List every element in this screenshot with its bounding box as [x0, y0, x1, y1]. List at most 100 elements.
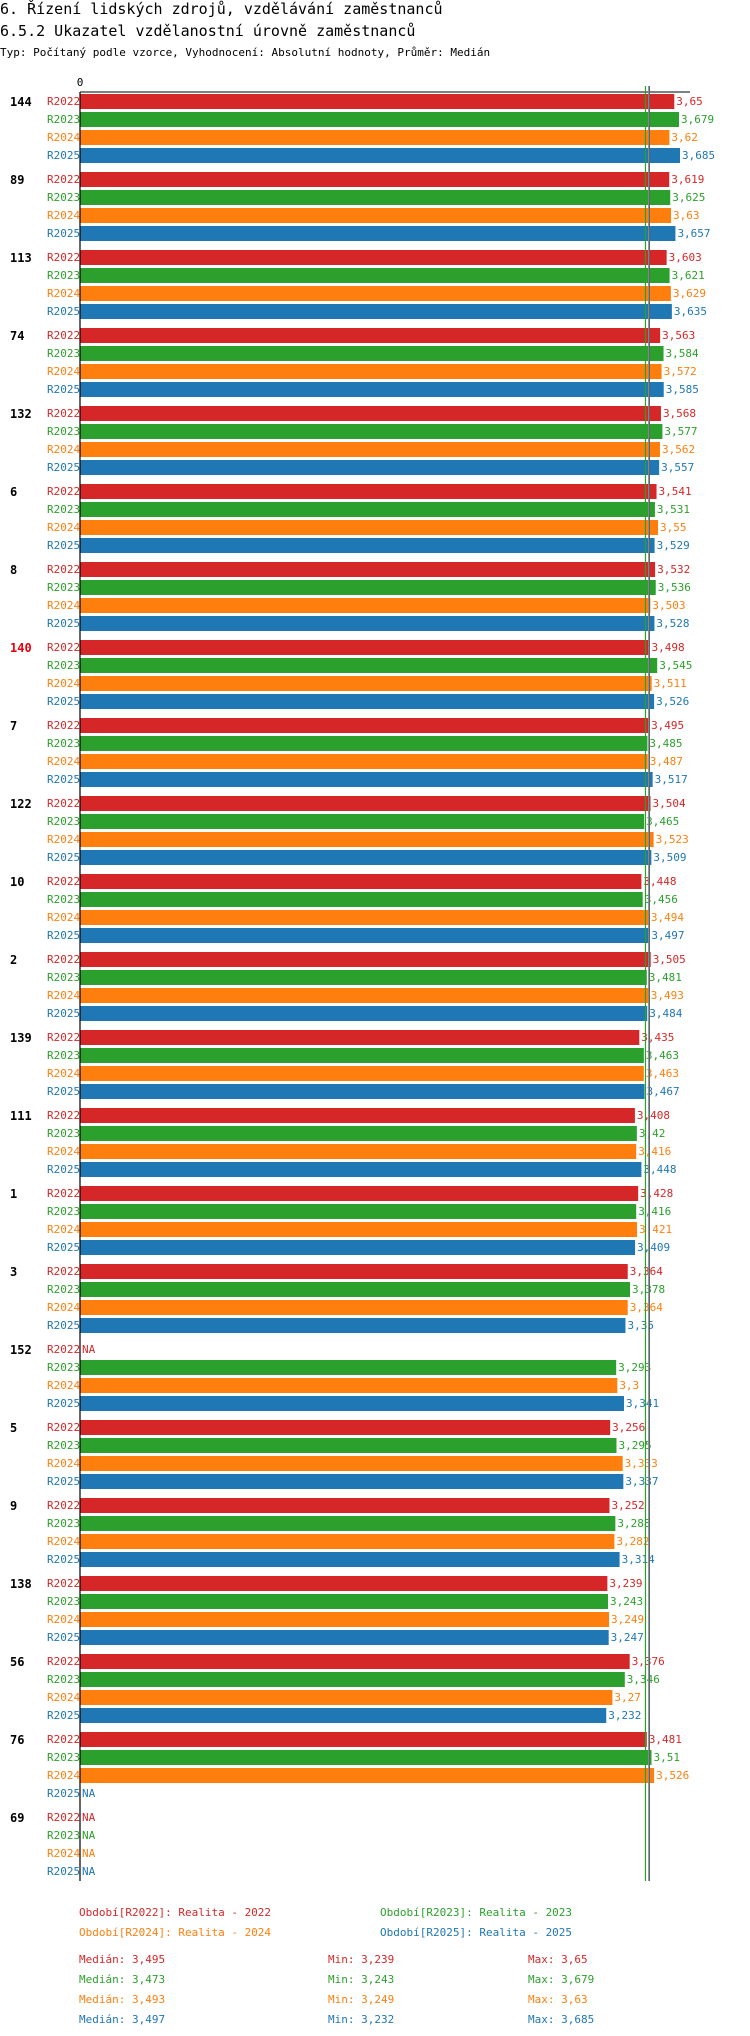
series-label-140-r2024: R2024 [47, 677, 80, 690]
value-label-132-r2025: 3,557 [661, 461, 694, 474]
group-label-6: 6 [10, 485, 17, 499]
value-label-113-r2024: 3,629 [673, 287, 706, 300]
series-label-138-r2022: R2022 [47, 1577, 80, 1590]
series-label-74-r2023: R2023 [47, 347, 80, 360]
series-label-111-r2024: R2024 [47, 1145, 80, 1158]
series-label-139-r2024: R2024 [47, 1067, 80, 1080]
series-label-132-r2023: R2023 [47, 425, 80, 438]
value-label-7-r2022: 3,495 [651, 719, 684, 732]
value-label-6-r2022: 3,541 [659, 485, 692, 498]
bar-113-r2024 [80, 286, 671, 301]
bar-122-r2023 [80, 814, 645, 829]
series-label-144-r2025: R2025 [47, 149, 80, 162]
bar-56-r2022 [80, 1654, 630, 1669]
bar-1-r2024 [80, 1222, 638, 1237]
series-label-1-r2023: R2023 [47, 1205, 80, 1218]
series-label-5-r2024: R2024 [47, 1457, 80, 1470]
bar-144-r2024 [80, 130, 670, 145]
value-label-6-r2023: 3,531 [657, 503, 690, 516]
bar-138-r2022 [80, 1576, 608, 1591]
value-label-2-r2023: 3,481 [649, 971, 682, 984]
bar-9-r2022 [80, 1498, 610, 1513]
value-label-10-r2022: 3,448 [643, 875, 676, 888]
group-label-5: 5 [10, 1421, 17, 1435]
series-label-56-r2025: R2025 [47, 1709, 80, 1722]
value-label-76-r2024: 3,526 [656, 1769, 689, 1782]
series-label-113-r2023: R2023 [47, 269, 80, 282]
value-label-138-r2023: 3,243 [610, 1595, 643, 1608]
value-label-122-r2022: 3,504 [653, 797, 686, 810]
series-label-122-r2022: R2022 [47, 797, 80, 810]
value-label-144-r2022: 3,65 [676, 95, 703, 108]
bar-1-r2023 [80, 1204, 637, 1219]
series-label-138-r2024: R2024 [47, 1613, 80, 1626]
series-label-113-r2024: R2024 [47, 287, 80, 300]
series-label-9-r2025: R2025 [47, 1553, 80, 1566]
bar-10-r2024 [80, 910, 649, 925]
series-label-5-r2023: R2023 [47, 1439, 80, 1452]
bar-3-r2023 [80, 1282, 631, 1297]
value-label-139-r2025: 3,467 [647, 1085, 680, 1098]
series-label-132-r2022: R2022 [47, 407, 80, 420]
series-label-122-r2024: R2024 [47, 833, 80, 846]
value-label-139-r2022: 3,435 [641, 1031, 674, 1044]
bar-1-r2022 [80, 1186, 639, 1201]
value-label-138-r2022: 3,239 [609, 1577, 642, 1590]
series-label-113-r2025: R2025 [47, 305, 80, 318]
value-label-7-r2025: 3,517 [655, 773, 688, 786]
bar-3-r2022 [80, 1264, 628, 1279]
legend-max-r2023: Max: 3,679 [528, 1973, 595, 1986]
series-label-76-r2023: R2023 [47, 1751, 80, 1764]
bar-140-r2023 [80, 658, 658, 673]
legend-max-r2024: Max: 3,63 [528, 1993, 588, 2006]
group-label-111: 111 [10, 1109, 32, 1123]
value-label-111-r2023: 3,42 [639, 1127, 666, 1140]
value-label-10-r2023: 3,456 [645, 893, 678, 906]
series-label-76-r2025: R2025 [47, 1787, 80, 1800]
value-label-113-r2025: 3,635 [674, 305, 707, 318]
bar-144-r2022 [80, 94, 675, 109]
bar-10-r2025 [80, 928, 650, 943]
legend-period-r2025: Období[R2025]: Realita - 2025 [380, 1926, 573, 1939]
bar-132-r2023 [80, 424, 663, 439]
value-label-6-r2025: 3,529 [657, 539, 690, 552]
bar-132-r2024 [80, 442, 660, 457]
value-label-76-r2022: 3,481 [649, 1733, 682, 1746]
series-label-8-r2024: R2024 [47, 599, 80, 612]
bar-2-r2022 [80, 952, 651, 967]
value-label-138-r2025: 3,247 [611, 1631, 644, 1644]
bar-139-r2024 [80, 1066, 644, 1081]
value-label-1-r2023: 3,416 [638, 1205, 671, 1218]
bar-89-r2022 [80, 172, 670, 187]
bar-138-r2023 [80, 1594, 609, 1609]
value-label-69-r2023: NA [82, 1829, 96, 1842]
value-label-2-r2025: 3,484 [649, 1007, 682, 1020]
value-label-69-r2024: NA [82, 1847, 96, 1860]
series-label-3-r2024: R2024 [47, 1301, 80, 1314]
series-label-9-r2024: R2024 [47, 1535, 80, 1548]
bar-74-r2023 [80, 346, 664, 361]
series-label-8-r2022: R2022 [47, 563, 80, 576]
bar-152-r2024 [80, 1378, 618, 1393]
bar-9-r2025 [80, 1552, 620, 1567]
value-label-111-r2022: 3,408 [637, 1109, 670, 1122]
bar-139-r2022 [80, 1030, 640, 1045]
value-label-56-r2023: 3,346 [627, 1673, 660, 1686]
bar-152-r2023 [80, 1360, 617, 1375]
bar-140-r2024 [80, 676, 652, 691]
bar-5-r2023 [80, 1438, 617, 1453]
bar-10-r2022 [80, 874, 642, 889]
bar-76-r2022 [80, 1732, 647, 1747]
value-label-3-r2024: 3,364 [630, 1301, 663, 1314]
group-label-139: 139 [10, 1031, 32, 1045]
series-label-3-r2023: R2023 [47, 1283, 80, 1296]
value-label-144-r2025: 3,685 [682, 149, 715, 162]
bar-1-r2025 [80, 1240, 636, 1255]
series-label-89-r2023: R2023 [47, 191, 80, 204]
series-label-111-r2022: R2022 [47, 1109, 80, 1122]
value-label-5-r2023: 3,295 [618, 1439, 651, 1452]
bar-89-r2023 [80, 190, 671, 205]
bar-74-r2022 [80, 328, 661, 343]
series-label-2-r2022: R2022 [47, 953, 80, 966]
series-label-2-r2025: R2025 [47, 1007, 80, 1020]
